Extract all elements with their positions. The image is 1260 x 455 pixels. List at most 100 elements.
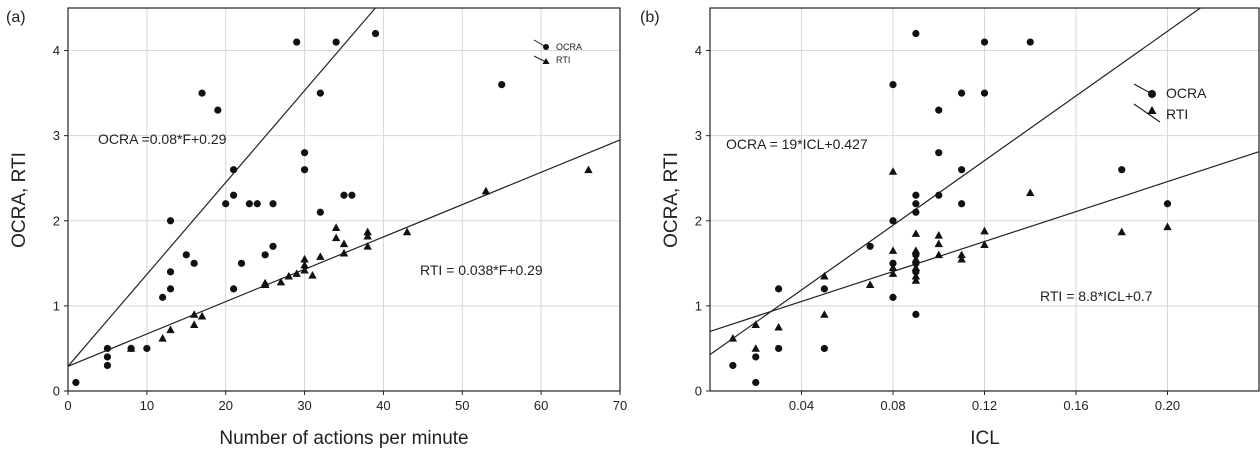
point-rti xyxy=(934,250,943,259)
point-ocra xyxy=(371,29,380,38)
point-ocra xyxy=(775,285,783,293)
point-rti xyxy=(339,248,349,257)
point-rti xyxy=(751,320,760,328)
point-rti xyxy=(911,271,921,280)
point-ocra xyxy=(166,285,175,293)
x-tick-label: 50 xyxy=(455,398,469,413)
point-rti xyxy=(820,310,829,318)
x-tick-label: 0.08 xyxy=(880,398,905,413)
point-ocra xyxy=(912,191,920,199)
x-tick-label: 10 xyxy=(140,398,154,413)
x-tick-label: 40 xyxy=(376,398,390,413)
point-ocra xyxy=(752,378,760,387)
y-tick-label: 3 xyxy=(695,128,702,143)
point-ocra xyxy=(889,217,897,225)
point-rti xyxy=(339,239,349,248)
point-ocra xyxy=(958,166,966,174)
legend-b-rti-label: RTI xyxy=(1166,106,1188,122)
point-ocra xyxy=(182,251,190,259)
panel-b-label: (b) xyxy=(640,9,660,26)
panel-a-frame xyxy=(67,7,621,392)
point-ocra xyxy=(340,191,348,199)
point-ocra xyxy=(980,89,989,97)
point-ocra xyxy=(935,191,943,199)
point-ocra xyxy=(103,353,112,361)
x-tick-label: 0.04 xyxy=(789,398,814,413)
point-ocra xyxy=(253,200,261,208)
point-ocra xyxy=(245,200,253,208)
point-ocra xyxy=(958,200,966,208)
point-ocra xyxy=(1163,200,1172,208)
point-rti xyxy=(820,271,829,280)
point-ocra xyxy=(348,191,356,199)
panel-b-ocra-equation: OCRA = 19*ICL+0.427 xyxy=(726,136,868,152)
legend-a-ocra-label: OCRA xyxy=(556,42,582,52)
point-ocra xyxy=(775,344,783,353)
point-ocra xyxy=(1026,38,1034,46)
legend-a-ocra-marker xyxy=(543,44,549,50)
point-ocra xyxy=(752,353,760,361)
panel-b-points xyxy=(728,29,1172,387)
point-rti xyxy=(1117,227,1126,236)
x-tick-label: 0.12 xyxy=(972,398,997,413)
x-tick-label: 0 xyxy=(64,398,71,413)
panel-a-ocra-equation: OCRA =0.08*F+0.29 xyxy=(98,131,227,147)
y-tick-label: 1 xyxy=(695,298,702,313)
point-rti xyxy=(911,229,921,237)
point-ocra xyxy=(72,378,80,387)
panel-a-fit-lines xyxy=(67,7,621,367)
point-rti xyxy=(189,310,199,318)
point-rti xyxy=(363,227,372,236)
point-rti xyxy=(284,271,293,280)
legend-a-rti-line xyxy=(533,55,547,63)
point-rti xyxy=(934,231,943,239)
panel-a-points xyxy=(72,29,593,387)
x-tick-label: 0.20 xyxy=(1155,398,1180,413)
point-ocra xyxy=(261,251,269,259)
panel-b: (b) 0.04 0.08 0.12 0.16 0.20 0 1 2 3 4 ICL OCRA, … xyxy=(640,7,1260,449)
point-rti xyxy=(957,254,966,263)
point-rti xyxy=(888,263,898,271)
point-ocra xyxy=(222,200,230,208)
point-rti xyxy=(911,263,921,271)
point-ocra xyxy=(889,259,897,267)
x-tick-label: 20 xyxy=(218,398,232,413)
point-rti xyxy=(363,231,372,240)
panel-a-grid xyxy=(67,8,621,392)
point-rti xyxy=(260,278,270,287)
x-tick-label: 60 xyxy=(534,398,548,413)
y-tick-label: 3 xyxy=(53,128,60,143)
y-tick-label: 4 xyxy=(695,43,702,58)
point-ocra xyxy=(293,38,301,46)
point-rti xyxy=(158,334,167,342)
point-ocra xyxy=(143,344,151,353)
point-rti xyxy=(331,233,341,242)
point-ocra xyxy=(912,200,920,208)
point-rti xyxy=(331,223,341,231)
panel-b-ylabel: OCRA, RTI xyxy=(661,152,682,248)
point-ocra xyxy=(980,38,989,46)
y-tick-label: 2 xyxy=(695,213,702,228)
fit-line-ocra xyxy=(709,7,1201,356)
point-rti xyxy=(300,260,309,269)
point-rti xyxy=(980,226,989,235)
point-ocra xyxy=(230,285,238,293)
point-rti xyxy=(292,269,301,277)
point-rti xyxy=(363,242,372,250)
point-rti xyxy=(126,344,136,352)
point-ocra xyxy=(198,89,206,97)
legend-b-rti-line xyxy=(1133,103,1161,123)
point-ocra xyxy=(230,166,238,174)
point-rti xyxy=(166,325,175,334)
panel-a-rti-equation: RTI = 0.038*F+0.29 xyxy=(420,262,543,278)
point-rti xyxy=(957,250,966,259)
point-ocra xyxy=(269,200,277,208)
panel-a-xlabel: Number of actions per minute xyxy=(219,428,468,449)
panel-a-ylabel: OCRA, RTI xyxy=(9,152,30,248)
legend-a-rti-marker xyxy=(542,58,550,64)
point-ocra xyxy=(889,81,897,89)
point-rti xyxy=(197,311,207,320)
point-ocra xyxy=(1118,166,1126,174)
point-rti xyxy=(911,254,921,263)
